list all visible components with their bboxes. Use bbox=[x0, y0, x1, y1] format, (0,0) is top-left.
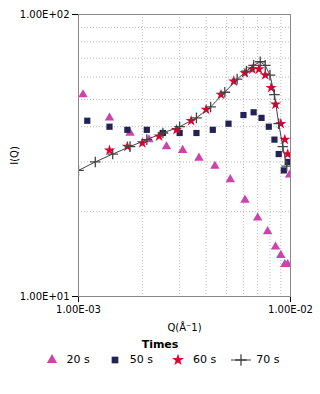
html-text:50 s: 50 s bbox=[129, 353, 153, 366]
html-text:Times: Times bbox=[141, 338, 179, 351]
html-text:70 s: 70 s bbox=[256, 353, 280, 366]
svg-text:1.00E-02: 1.00E-02 bbox=[268, 304, 313, 315]
html-text:20 s: 20 s bbox=[66, 353, 90, 366]
svg-text:I(Q): I(Q) bbox=[9, 146, 20, 165]
svg-text:1.00E+02: 1.00E+02 bbox=[20, 9, 70, 20]
svg-text:Q(Å⁻1): Q(Å⁻1) bbox=[167, 321, 201, 333]
html-text:60 s: 60 s bbox=[193, 353, 217, 366]
svg-text:1.00E+01: 1.00E+01 bbox=[20, 291, 70, 302]
svg-text:1.00E-03: 1.00E-03 bbox=[56, 304, 101, 315]
